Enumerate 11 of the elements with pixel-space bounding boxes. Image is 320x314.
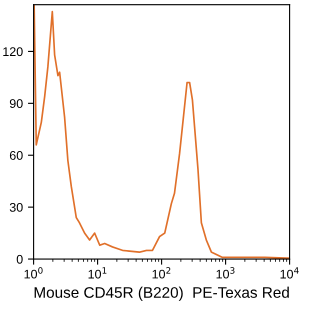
y-tick-label: 90 <box>10 99 23 108</box>
y-tick-label: 30 <box>10 202 23 212</box>
x-tick-label: 10$^{0}$ <box>24 267 43 279</box>
x-tick-label: 10$^{4}$ <box>280 267 299 279</box>
x-tick-label: 10$^{2}$ <box>152 267 170 279</box>
x-tick-label: 10$^{3}$ <box>216 267 234 279</box>
y-tick-label: 120 <box>3 47 23 56</box>
y-tick-label: 0 <box>16 254 23 264</box>
x-axis-title: Mouse CD45R (B220) PE-Texas Red <box>34 286 289 301</box>
x-tick-label: 10$^{1}$ <box>88 267 106 279</box>
y-tick-label: 60 <box>10 151 23 160</box>
